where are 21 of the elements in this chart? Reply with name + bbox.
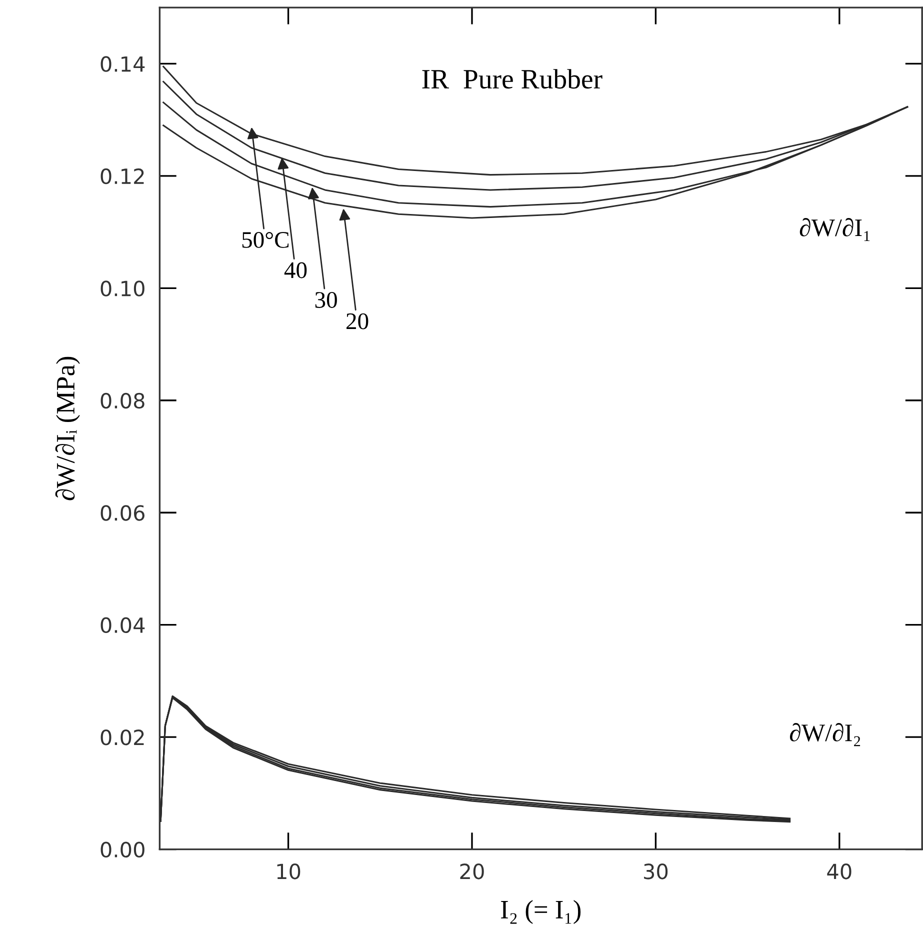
annotation: ∂W/∂I₂ <box>790 723 860 746</box>
y-tick-label: 0.10 <box>100 280 144 296</box>
y-tick-label: 0.06 <box>100 505 144 521</box>
text: IR Pure Rubber <box>422 69 602 89</box>
annotation: 50°C <box>242 232 289 248</box>
y-tick-label: 0.04 <box>100 617 145 634</box>
annotation: 30 <box>315 292 337 308</box>
annotation: 20 <box>346 313 368 330</box>
y-tick-label: 0.00 <box>100 842 144 858</box>
y-tick-label: 0.08 <box>100 392 144 409</box>
annotation: 40 <box>284 262 307 278</box>
x-tick-label: 30 <box>644 864 668 880</box>
y-tick-label: 0.14 <box>100 56 145 72</box>
x-tick-label: 20 <box>460 864 484 880</box>
y-tick-label: 0.12 <box>100 168 144 184</box>
x-tick-label: 40 <box>827 864 852 880</box>
x-axis-title: I₂ (= I₁) <box>501 900 581 924</box>
annotation: ∂W/∂I₁ <box>800 218 870 242</box>
y-axis-title: ∂W/∂Iᵢ (MPa) <box>55 356 80 500</box>
y-tick-label: 0.02 <box>100 730 144 746</box>
x-tick-label: 10 <box>277 864 300 880</box>
